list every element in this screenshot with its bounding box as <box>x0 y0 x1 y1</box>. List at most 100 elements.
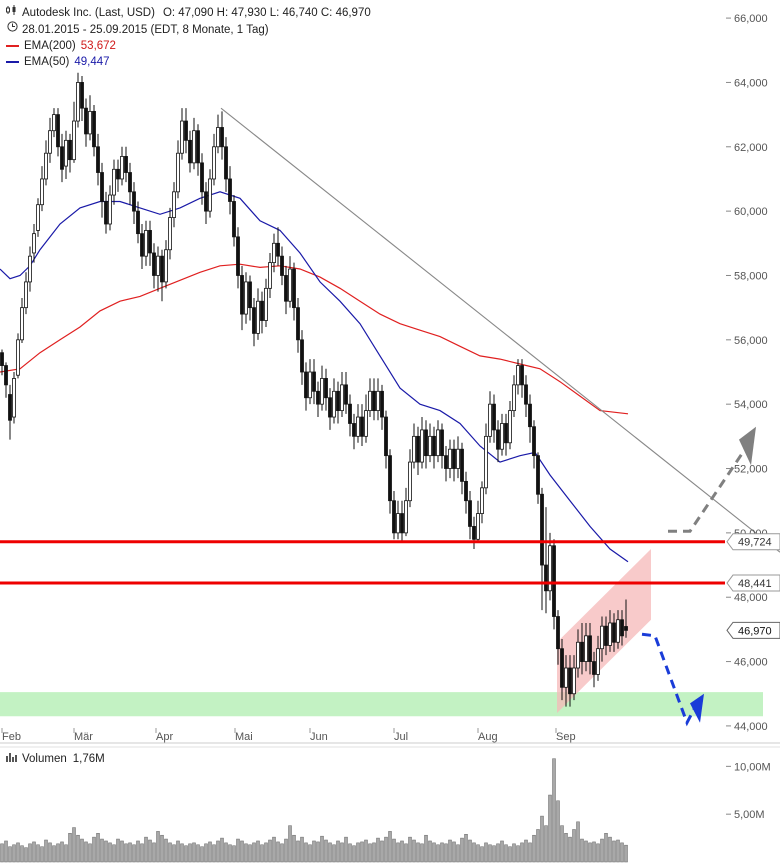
candle-body-up <box>448 448 452 469</box>
candle <box>556 610 560 665</box>
volume-bar <box>564 833 568 863</box>
volume-bar <box>264 842 268 863</box>
volume-bar <box>384 836 388 863</box>
volume-bar <box>72 827 76 863</box>
candle-body-up <box>616 619 620 643</box>
volume-bar <box>600 838 604 863</box>
candle-body-up <box>36 204 40 231</box>
volume-bar <box>544 825 548 863</box>
candle-body-up <box>596 648 600 675</box>
volume-bar <box>192 842 196 863</box>
ema50-line <box>0 191 629 563</box>
volume-bar <box>0 843 4 863</box>
x-tick-label: Apr <box>156 731 173 743</box>
volume-bar <box>536 829 540 863</box>
candle <box>112 159 116 205</box>
candle <box>220 111 224 160</box>
candle <box>228 166 232 215</box>
candle-body-down <box>0 352 4 366</box>
volume-bar <box>336 840 340 863</box>
volume-bar <box>120 840 124 863</box>
candle-body-down <box>284 275 288 302</box>
candle-body-up <box>32 233 36 254</box>
candle <box>12 372 16 424</box>
candle <box>264 278 268 327</box>
volume-bar <box>244 843 248 863</box>
candle-body-down <box>316 390 320 405</box>
candle <box>380 384 384 430</box>
candle <box>592 651 596 688</box>
candle-body-up <box>268 262 272 289</box>
candle-body-up <box>112 168 116 196</box>
candle-body-down <box>224 146 228 180</box>
candle-body-up <box>364 410 368 437</box>
candle-body-up <box>176 152 180 193</box>
volume-bar <box>608 836 612 863</box>
volume-bar <box>288 825 292 863</box>
candle <box>84 98 88 147</box>
candle-body-down <box>232 201 236 238</box>
candle <box>20 298 24 344</box>
chart-background-layer <box>0 548 780 748</box>
rising-channel <box>557 548 651 714</box>
bar-chart-icon <box>6 752 18 765</box>
volume-bar <box>284 838 288 863</box>
candle <box>524 375 528 418</box>
candle <box>48 117 52 163</box>
volume-bar <box>344 836 348 863</box>
legend-ema50-row[interactable]: EMA(50) 49,447 <box>6 54 371 70</box>
y-tick-label: 54,000 <box>734 399 768 411</box>
candle <box>416 426 420 475</box>
chart-legend: Autodesk Inc. (Last, USD) O: 47,090 H: 4… <box>6 5 371 70</box>
candle-body-down <box>92 110 96 148</box>
volume-bar <box>292 834 296 863</box>
volume-bar <box>568 836 572 863</box>
candle <box>428 423 432 463</box>
candle-body-down <box>372 390 376 412</box>
candle <box>488 391 492 443</box>
candle <box>404 487 408 537</box>
candle <box>272 233 276 273</box>
volume-bar <box>312 840 316 863</box>
candle <box>256 288 260 340</box>
legend-ema200-row[interactable]: EMA(200) 53,672 <box>6 38 371 54</box>
candle-body-up <box>572 667 576 695</box>
volume-bar <box>68 833 72 863</box>
y-tick-label: 58,000 <box>734 270 768 282</box>
candle-body-down <box>568 667 572 695</box>
candle <box>388 449 392 514</box>
volume-bar <box>128 842 132 863</box>
candle <box>464 471 468 514</box>
candle-body-down <box>492 403 496 431</box>
volume-bar <box>152 842 156 863</box>
candle <box>240 265 244 331</box>
candle-body-up <box>408 461 412 502</box>
volume-bar <box>100 838 104 863</box>
candle-body-down <box>296 307 300 341</box>
candle <box>96 133 100 186</box>
volume-legend: Volumen 1,76M <box>6 752 105 765</box>
candle <box>596 635 600 681</box>
volume-bar <box>532 834 536 863</box>
candle <box>320 365 324 411</box>
support-zone <box>0 692 763 717</box>
candle <box>364 394 368 443</box>
candle <box>316 381 320 418</box>
candle <box>296 298 300 353</box>
candlestick-icon <box>6 5 18 21</box>
volume-bar <box>484 842 488 863</box>
candle <box>336 381 340 424</box>
candle-body-down <box>204 191 208 212</box>
candle <box>536 452 540 504</box>
volume-bar <box>604 833 608 863</box>
candle-body-down <box>520 365 524 386</box>
volume-bar <box>176 840 180 863</box>
candle-body-down <box>160 255 164 283</box>
candle <box>200 153 204 205</box>
candle-body-down <box>8 394 12 421</box>
candle <box>24 272 28 315</box>
volume-label: Volumen <box>22 752 67 765</box>
candle <box>276 227 280 266</box>
candle <box>400 500 404 543</box>
